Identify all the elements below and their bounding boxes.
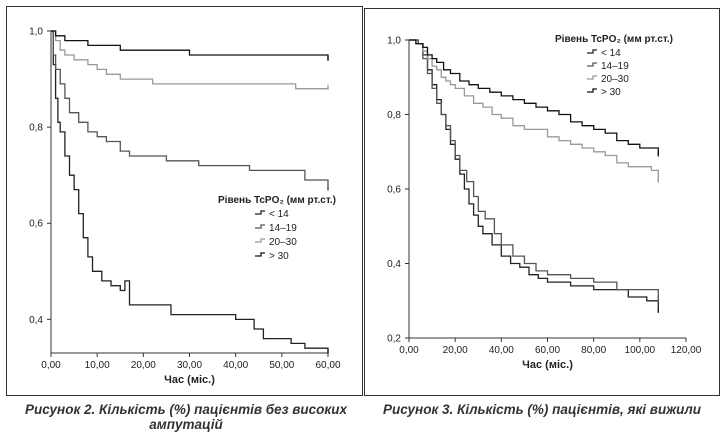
series-line-1 — [51, 30, 329, 190]
x-tick-label: 50,00 — [269, 360, 294, 371]
x-tick-label: 30,00 — [177, 360, 202, 371]
chart-amputation-free: 0,00 10,00 20,00 30,00 40,00 50,00 60,00 0,4 0,6… — [29, 27, 341, 387]
chart-panel-amputation: 0,00 10,00 20,00 30,00 40,00 50,00 60,00 0,4 0,6… — [6, 6, 363, 396]
x-tick-label: 10,00 — [85, 360, 110, 371]
series-line-0 — [409, 39, 659, 312]
legend-label: < 14 — [601, 48, 621, 59]
legend-title: Рівень TcPO₂ (мм рт.ст.) — [218, 195, 336, 206]
legend-swatch — [255, 238, 265, 243]
x-axis-title: Час (міс.) — [164, 374, 215, 386]
legend-label: 14–19 — [269, 223, 297, 234]
legend-swatch — [255, 210, 265, 215]
y-tick-label: 1,0 — [29, 27, 43, 38]
legend-label: > 30 — [601, 87, 621, 98]
y-tick-label: 0,6 — [29, 219, 43, 230]
legend-swatch — [255, 224, 265, 229]
x-tick-label: 60,00 — [315, 360, 340, 371]
legend-label: 14–19 — [601, 61, 629, 72]
legend-label: > 30 — [269, 251, 289, 262]
series-line-3 — [51, 30, 329, 60]
x-tick-label: 20,00 — [443, 345, 468, 356]
series-line-3 — [409, 39, 659, 156]
series-line-0 — [51, 30, 329, 353]
chart-panel-survival: 0,00 20,00 40,00 60,00 80,00 100,00 120,00 0,2 0… — [364, 8, 720, 396]
x-tick-label: 120,00 — [671, 345, 702, 356]
x-tick-label: 20,00 — [131, 360, 156, 371]
y-tick-label: 0,4 — [387, 259, 401, 270]
legend-label: < 14 — [269, 209, 289, 220]
x-axis-title: Час (міс.) — [522, 359, 573, 371]
x-tick-label: 0,00 — [399, 345, 419, 356]
x-tick-label: 100,00 — [625, 345, 656, 356]
y-tick-label: 0,4 — [29, 315, 43, 326]
legend-title: Рівень TcPO₂ (мм рт.ст.) — [555, 34, 673, 45]
x-tick-label: 60,00 — [535, 345, 560, 356]
y-tick-label: 0,8 — [387, 110, 401, 121]
legend-label: 20–30 — [269, 237, 297, 248]
y-tick-label: 0,6 — [387, 185, 401, 196]
legend-swatch — [587, 75, 597, 80]
legend-swatch — [587, 62, 597, 67]
y-tick-label: 0,2 — [387, 334, 401, 345]
chart-survival: 0,00 20,00 40,00 60,00 80,00 100,00 120,00 0,2 0… — [387, 34, 702, 371]
figure-caption-3: Рисунок 3. Кількість (%) пацієнтів, які … — [382, 402, 702, 417]
legend-label: 20–30 — [601, 74, 629, 85]
x-tick-label: 40,00 — [489, 345, 514, 356]
figure-caption-2: Рисунок 2. Кількість (%) пацієнтів без в… — [24, 402, 348, 432]
x-tick-label: 40,00 — [223, 360, 248, 371]
series-line-1 — [409, 39, 659, 301]
x-tick-label: 0,00 — [41, 360, 61, 371]
y-tick-label: 0,8 — [29, 123, 43, 134]
series-line-2 — [409, 39, 659, 182]
legend-swatch — [255, 252, 265, 257]
legend-swatch — [587, 49, 597, 54]
legend-swatch — [587, 88, 597, 93]
x-tick-label: 80,00 — [581, 345, 606, 356]
series-line-2 — [51, 30, 328, 90]
y-tick-label: 1,0 — [387, 36, 401, 47]
